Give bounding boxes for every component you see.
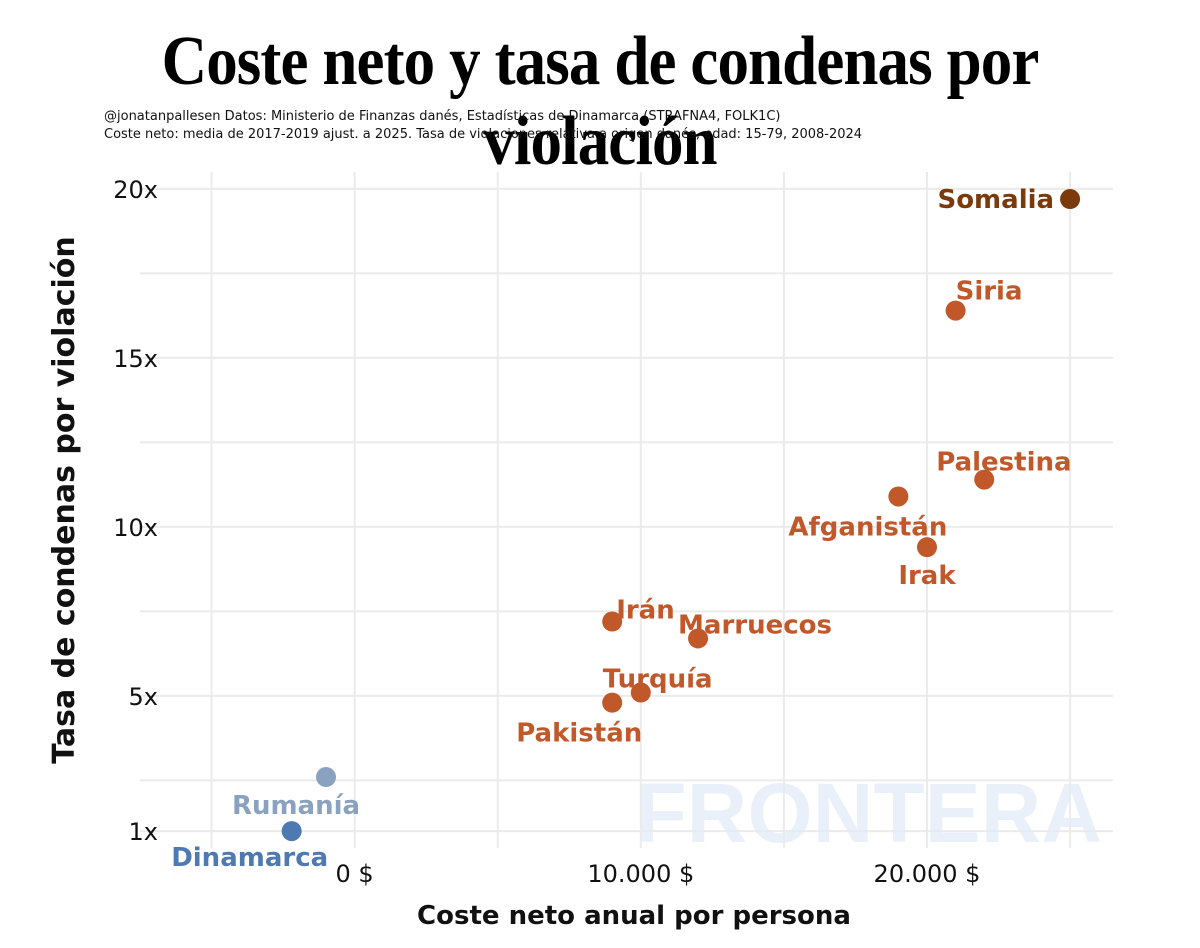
chart-subtitle-source: @jonatanpallesen Datos: Ministerio de Fi… (104, 109, 781, 124)
data-points (281, 189, 1081, 842)
x-tick-label: 10.000 $ (587, 860, 694, 888)
x-tick-label: 0 $ (336, 860, 374, 888)
point-pakistan (602, 692, 623, 713)
watermark: FRONTERA (635, 766, 1102, 860)
label-somalia: Somalia (937, 185, 1054, 215)
label-iran: Irán (616, 596, 675, 626)
label-siria: Siria (956, 277, 1023, 307)
label-dinamarca: Dinamarca (171, 843, 328, 873)
y-tick-label: 15x (113, 345, 158, 373)
grid-lines (140, 172, 1113, 848)
point-labels: Somalia Siria Palestina Afganistán Irak Irán M… (171, 185, 1071, 873)
y-tick-label: 5x (129, 683, 158, 711)
x-axis-title: Coste neto anual por persona (417, 901, 851, 931)
y-tick-label: 10x (113, 514, 158, 542)
label-turquia: Turquía (603, 665, 713, 695)
point-somalia (1060, 189, 1081, 210)
chart-title: Coste neto y tasa de condenas por violac… (161, 23, 1040, 180)
point-palestina (974, 469, 995, 490)
y-tick-label: 20x (113, 176, 158, 204)
point-marruecos (688, 628, 709, 649)
y-tick-label: 1x (129, 818, 158, 846)
label-irak: Irak (898, 561, 956, 591)
point-afganistan (888, 486, 909, 507)
point-iran (602, 611, 623, 632)
label-rumania: Rumanía (232, 791, 360, 821)
point-siria (945, 300, 966, 321)
point-turquia (630, 682, 651, 703)
chart-subtitle-notes: Coste neto: media de 2017-2019 ajust. a … (104, 127, 863, 142)
point-irak (916, 537, 937, 558)
label-marruecos: Marruecos (678, 610, 832, 640)
label-afganistan: Afganistán (788, 512, 947, 542)
y-axis-ticks: 1x 5x 10x 15x 20x (113, 176, 158, 846)
x-tick-label: 20.000 $ (874, 860, 981, 888)
y-axis-title: Tasa de condenas por violación (47, 236, 82, 763)
label-palestina: Palestina (936, 448, 1071, 478)
point-rumania (316, 767, 337, 788)
label-pakistan: Pakistán (516, 719, 642, 749)
point-dinamarca (281, 821, 302, 842)
x-axis-ticks: 0 $ 10.000 $ 20.000 $ (336, 860, 981, 888)
